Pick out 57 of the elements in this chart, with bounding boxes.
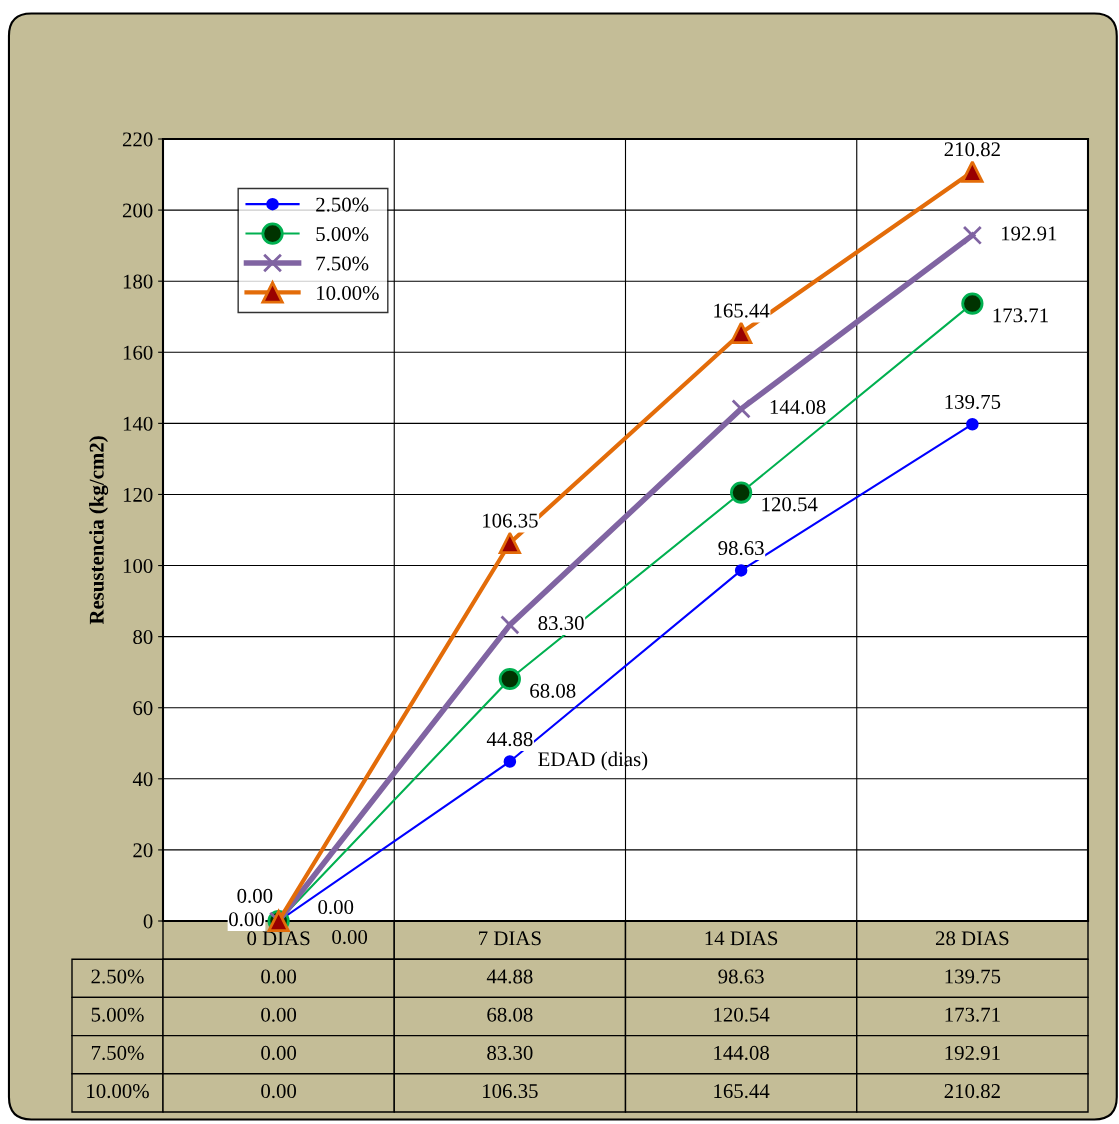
data-label: 144.08 xyxy=(714,1045,769,1061)
text: 106.35 xyxy=(483,513,538,528)
text: 139.75 xyxy=(945,394,1001,409)
data-label: 44.88 xyxy=(486,969,533,984)
x-tick-label: 14 DIAS xyxy=(705,931,778,946)
legend-label: 7.50% xyxy=(316,256,369,271)
x-tick-label: 28 DIAS xyxy=(935,931,1009,946)
text: 2.50% xyxy=(91,969,144,984)
legend-label: 10.00% xyxy=(317,285,379,301)
data-label: 0.00 xyxy=(261,1007,297,1022)
data-label: 192.91 xyxy=(945,1045,1000,1061)
data-label: 139.75 xyxy=(945,969,1001,984)
y-tick-label: 40 xyxy=(132,772,153,787)
data-label: 0.00 xyxy=(261,969,297,984)
data-label: 83.30 xyxy=(487,1045,533,1061)
text: 0.00 xyxy=(318,899,354,915)
text: 83.30 xyxy=(538,616,584,631)
y-tick-label: 0 xyxy=(143,914,153,929)
text: 5.00% xyxy=(91,1007,144,1022)
text: 68.08 xyxy=(530,683,576,698)
data-label: 165.44 xyxy=(714,1084,770,1099)
text: 192.91 xyxy=(1001,226,1057,241)
text: 120.54 xyxy=(762,497,818,512)
data-label: 0.00 xyxy=(261,1045,297,1061)
data-label: 98.63 xyxy=(718,969,764,984)
text: 173.71 xyxy=(993,308,1048,323)
text: 44.88 xyxy=(486,732,533,747)
text: 98.63 xyxy=(718,541,764,556)
text: 10.00% xyxy=(87,1084,149,1099)
text: 0.00 xyxy=(332,929,368,945)
y-tick-label: 120 xyxy=(123,487,153,502)
y-tick-label: 180 xyxy=(123,274,153,289)
y-tick-label: 60 xyxy=(133,701,153,716)
x-tick-label: 0 DIAS xyxy=(247,931,310,946)
y-tick-label: 20 xyxy=(133,843,153,858)
x-tick-label: 7 DIAS xyxy=(479,931,541,946)
text: 7.50% xyxy=(91,1045,144,1061)
text: 0.00 xyxy=(237,888,273,903)
legend-label: 5.00% xyxy=(316,227,369,242)
y-tick-label: 200 xyxy=(122,203,153,218)
y-tick-label: 160 xyxy=(123,345,153,360)
text: 144.08 xyxy=(770,400,826,415)
text: 165.44 xyxy=(714,303,770,318)
y-tick-label: 80 xyxy=(133,630,153,645)
data-label: 210.82 xyxy=(944,1084,1000,1099)
data-label: 0.00 xyxy=(261,1084,297,1099)
data-label: 68.08 xyxy=(487,1007,533,1022)
data-label: 120.54 xyxy=(714,1007,770,1022)
y-tick-label: 220 xyxy=(122,132,153,147)
data-label: 106.35 xyxy=(483,1084,538,1099)
y-tick-label: 100 xyxy=(123,558,153,573)
legend-label: 2.50% xyxy=(316,197,369,212)
data-label: 173.71 xyxy=(945,1007,1000,1022)
y-tick-label: 140 xyxy=(123,416,153,431)
text: 0.00 xyxy=(229,912,264,927)
text: 210.82 xyxy=(944,142,1000,157)
y-axis-title: Resustencia (kg/cm2) xyxy=(89,436,109,625)
